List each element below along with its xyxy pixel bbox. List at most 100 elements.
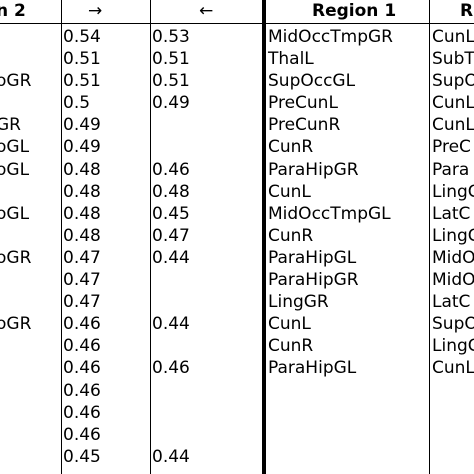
- forward-value-cell: 0.48: [63, 225, 101, 246]
- region3-cell: CunL: [432, 358, 474, 379]
- table-row: oGL 0.48 0.45 MidOccTmpGL LatC: [0, 203, 474, 225]
- forward-value-cell: 0.49: [63, 115, 101, 136]
- region2-cell: oGR: [0, 314, 32, 335]
- column-divider-3: [429, 0, 430, 474]
- region1-cell: LingGR: [268, 292, 329, 313]
- table-row: 0.45 0.44: [0, 446, 474, 468]
- region1-cell: ParaHipGR: [268, 270, 359, 291]
- region3-cell: LingG: [432, 225, 474, 246]
- forward-value-cell: 0.5: [63, 93, 91, 114]
- region3-cell: SupO: [432, 314, 474, 335]
- table-row: oGL 0.48 0.46 ParaHipGR Para: [0, 159, 474, 181]
- region3-cell: LatC: [432, 203, 471, 224]
- forward-value-cell: 0.47: [63, 270, 101, 291]
- region1-cell: SupOccGL: [268, 71, 356, 92]
- region2-cell: oGL: [0, 137, 30, 158]
- backward-value-cell: 0.51: [152, 71, 190, 92]
- region3-cell: CunL: [432, 115, 474, 136]
- backward-value-cell: 0.44: [152, 314, 190, 335]
- table-row: 0.48 0.48 CunL LingG: [0, 181, 474, 203]
- forward-value-cell: 0.45: [63, 446, 101, 467]
- region3-cell: Para: [432, 159, 470, 180]
- forward-value-cell: 0.48: [63, 159, 101, 180]
- backward-value-cell: 0.46: [152, 159, 190, 180]
- column-divider-1: [61, 0, 62, 474]
- table-row: 0.47 LingGR LatC: [0, 291, 474, 313]
- region3-cell: LingG: [432, 336, 474, 357]
- table-row: 0.46 CunR LingG: [0, 335, 474, 357]
- table-row: 0.46: [0, 380, 474, 402]
- region1-cell: CunR: [268, 225, 314, 246]
- table-row: GR 0.49 PreCunR CunL: [0, 114, 474, 136]
- forward-value-cell: 0.47: [63, 247, 101, 268]
- region3-cell: CunL: [432, 27, 474, 47]
- forward-value-cell: 0.46: [63, 380, 101, 401]
- header-backward-arrow: ←: [199, 1, 214, 21]
- backward-value-cell: 0.46: [152, 358, 190, 379]
- backward-value-cell: 0.45: [152, 203, 190, 224]
- forward-value-cell: 0.49: [63, 137, 101, 158]
- region1-cell: ThalL: [268, 49, 314, 70]
- region2-cell: oGL: [0, 203, 30, 224]
- header-region2: n 2: [0, 1, 26, 21]
- forward-value-cell: 0.47: [63, 292, 101, 313]
- column-divider-2: [150, 0, 151, 474]
- table-row: 0.46: [0, 424, 474, 446]
- header-region3: R: [460, 1, 474, 21]
- table-row: 0.51 0.51 ThalL SubT: [0, 48, 474, 70]
- region3-cell: MidO: [432, 247, 474, 268]
- table-row: oGR 0.47 0.44 ParaHipGL MidO: [0, 247, 474, 269]
- region3-cell: PreC: [432, 137, 471, 158]
- forward-value-cell: 0.51: [63, 71, 101, 92]
- table-row: 0.54 0.53 MidOccTmpGR CunL: [0, 26, 474, 48]
- region2-cell: oGR: [0, 247, 32, 268]
- region1-cell: CunR: [268, 336, 314, 357]
- region1-cell: MidOccTmpGL: [268, 203, 391, 224]
- forward-value-cell: 0.48: [63, 203, 101, 224]
- region3-cell: MidO: [432, 270, 474, 291]
- region2-cell: oGL: [0, 159, 30, 180]
- table-body: 0.54 0.53 MidOccTmpGR CunL 0.51 0.51 ThalL SubT…: [0, 26, 474, 468]
- table-row: oGR 0.51 0.51 SupOccGL SupO: [0, 70, 474, 92]
- forward-value-cell: 0.54: [63, 27, 101, 47]
- forward-value-cell: 0.46: [63, 402, 101, 423]
- region1-cell: CunL: [268, 181, 311, 202]
- forward-value-cell: 0.48: [63, 181, 101, 202]
- region1-cell: CunL: [268, 314, 311, 335]
- region1-cell: MidOccTmpGR: [268, 27, 393, 47]
- header-divider: [0, 23, 474, 24]
- region1-cell: PreCunR: [268, 115, 341, 136]
- backward-value-cell: 0.47: [152, 225, 190, 246]
- header-forward-arrow: →: [88, 1, 103, 21]
- backward-value-cell: 0.48: [152, 181, 190, 202]
- region1-cell: ParaHipGL: [268, 247, 357, 268]
- region1-cell: ParaHipGR: [268, 159, 359, 180]
- forward-value-cell: 0.46: [63, 424, 101, 445]
- forward-value-cell: 0.46: [63, 358, 101, 379]
- table-row: oGL 0.49 CunR PreC: [0, 136, 474, 158]
- header-region1: Region 1: [312, 1, 397, 21]
- table-row: 0.5 0.49 PreCunL CunL: [0, 92, 474, 114]
- backward-value-cell: 0.51: [152, 49, 190, 70]
- region3-cell: CunL: [432, 93, 474, 114]
- region1-cell: CunR: [268, 137, 314, 158]
- table-row: 0.46 0.46 ParaHipGL CunL: [0, 357, 474, 379]
- table-row: oGR 0.46 0.44 CunL SupO: [0, 313, 474, 335]
- column-divider-thick: [262, 0, 266, 474]
- region3-cell: SubT: [432, 49, 474, 70]
- region3-cell: LatC: [432, 292, 471, 313]
- region1-cell: PreCunL: [268, 93, 338, 114]
- region2-cell: oGR: [0, 71, 32, 92]
- region3-cell: LingG: [432, 181, 474, 202]
- table-row: 0.48 0.47 CunR LingG: [0, 225, 474, 247]
- table-row: 0.46: [0, 402, 474, 424]
- table-row: 0.47 ParaHipGR MidO: [0, 269, 474, 291]
- backward-value-cell: 0.44: [152, 446, 190, 467]
- region2-cell: GR: [0, 115, 21, 136]
- forward-value-cell: 0.46: [63, 314, 101, 335]
- region3-cell: SupO: [432, 71, 474, 92]
- backward-value-cell: 0.44: [152, 247, 190, 268]
- region1-cell: ParaHipGL: [268, 358, 357, 379]
- backward-value-cell: 0.49: [152, 93, 190, 114]
- forward-value-cell: 0.46: [63, 336, 101, 357]
